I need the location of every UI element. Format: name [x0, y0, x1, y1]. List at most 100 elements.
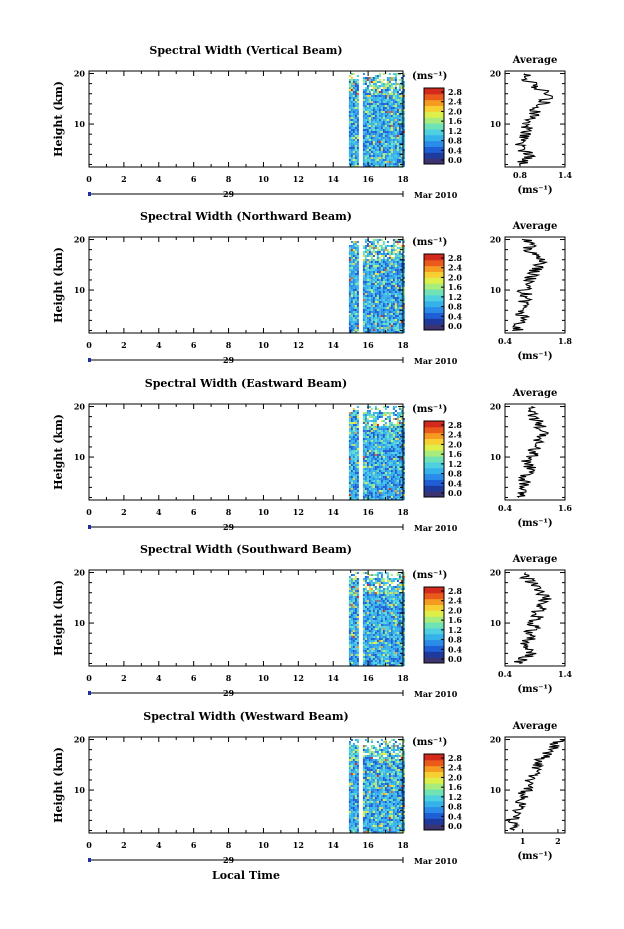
- colorbar-frame: [423, 87, 445, 165]
- x-tick-label: 18: [397, 340, 409, 350]
- x-tick-label: 12: [293, 507, 304, 517]
- y-tick-label: 20: [74, 402, 86, 412]
- heatmap-cells: [348, 239, 405, 333]
- colorbar-cell: [424, 485, 444, 492]
- x-tick-label: 16: [363, 507, 375, 517]
- colorbar-cell: [424, 824, 444, 831]
- y-axis-label: Height (km): [52, 81, 65, 157]
- colorbar-tick-label: 0.4: [448, 311, 462, 321]
- colorbar-cell: [424, 99, 444, 107]
- date-day-label: 29: [223, 522, 235, 532]
- avg-y-tick-label: 20: [490, 69, 502, 79]
- colorbar-cell: [424, 789, 444, 796]
- x-tick-label: 12: [293, 174, 304, 184]
- average-title: Average: [512, 221, 558, 232]
- average-profile-line: [515, 73, 554, 165]
- x-tick-label: 18: [397, 174, 409, 184]
- colorbar-frame: [423, 420, 445, 498]
- x-tick-label: 6: [191, 340, 197, 350]
- x-tick-label: 0: [86, 174, 92, 184]
- colorbar-tick-label: 1.6: [448, 615, 462, 625]
- x-tick-label: 14: [328, 507, 340, 517]
- colorbar-cell: [424, 812, 444, 819]
- panel-4: Spectral Width (Westward Beam)0 2 4 6 8 10 12 1…: [52, 710, 566, 866]
- colorbar-tick-label: 0.0: [448, 821, 462, 831]
- colorbar-tick-label: 1.2: [448, 625, 462, 635]
- colorbar-tick-label: 2.0: [448, 106, 462, 116]
- avg-x-tick-label: 1.6: [558, 503, 572, 513]
- colorbar-tick-label: 2.8: [448, 753, 462, 763]
- colorbar-cell: [424, 265, 444, 273]
- colorbar-cell: [424, 754, 444, 761]
- colorbar-tick-label: 0.0: [448, 321, 462, 331]
- colorbar-tick-label: 0.8: [448, 635, 462, 645]
- colorbar-cell: [424, 93, 444, 101]
- x-tick-label: 14: [328, 340, 340, 350]
- colorbar-cell: [424, 432, 444, 440]
- x-tick-label: 6: [191, 673, 197, 683]
- date-month-label: Mar 2010: [414, 356, 458, 366]
- colorbar-cell: [424, 818, 444, 825]
- x-tick-label: 6: [191, 840, 197, 850]
- average-frame: [504, 70, 566, 168]
- colorbar-cell: [424, 604, 444, 611]
- colorbar-tick-label: 2.0: [448, 772, 462, 782]
- colorbar-cell: [424, 461, 444, 469]
- x-tick-label: 18: [397, 673, 409, 683]
- panel-title: Spectral Width (Northward Beam): [140, 210, 352, 223]
- colorbar-unit: (ms⁻¹): [412, 570, 447, 581]
- heatmap-cells: [348, 73, 405, 167]
- avg-x-axis-label: (ms⁻¹): [517, 351, 552, 362]
- avg-y-tick-label: 20: [490, 402, 502, 412]
- colorbar-tick-label: 0.0: [448, 654, 462, 664]
- avg-y-tick-label: 20: [490, 735, 502, 745]
- x-tick-label: 10: [258, 840, 270, 850]
- colorbar-cell: [424, 444, 444, 451]
- colorbar-tick-label: 0.0: [448, 488, 462, 498]
- x-tick-label: 10: [258, 174, 270, 184]
- colorbar-cell: [424, 645, 444, 652]
- x-tick-label: 2: [121, 507, 127, 517]
- x-tick-label: 8: [226, 174, 232, 184]
- y-tick-label: 10: [74, 285, 86, 295]
- heatmap-cells: [348, 739, 405, 833]
- x-tick-label: 16: [363, 340, 375, 350]
- x-tick-label: 2: [121, 673, 127, 683]
- colorbar-cell: [424, 777, 444, 784]
- colorbar-tick-label: 1.6: [448, 782, 462, 792]
- colorbar-cell: [424, 158, 444, 165]
- average-title: Average: [512, 554, 558, 565]
- colorbar-tick-label: 1.2: [448, 126, 462, 136]
- colorbar-cell: [424, 771, 444, 778]
- x-tick-label: 12: [293, 340, 304, 350]
- average-profile-line: [514, 572, 552, 665]
- colorbar-cell: [424, 610, 444, 617]
- y-axis-label: Height (km): [52, 414, 65, 490]
- colorbar-cell: [424, 277, 444, 284]
- colorbar-tick-label: 0.8: [448, 302, 462, 312]
- colorbar-tick-label: 0.4: [448, 478, 462, 488]
- avg-y-tick-label: 10: [490, 785, 502, 795]
- x-tick-label: 16: [363, 174, 375, 184]
- date-axis-marker: [88, 858, 91, 862]
- colorbar-cell: [424, 467, 444, 475]
- y-axis-label: Height (km): [52, 247, 65, 323]
- colorbar-cell: [424, 473, 444, 480]
- colorbar-tick-label: 2.4: [448, 97, 462, 107]
- colorbar-cell: [424, 479, 444, 486]
- panel-3: Spectral Width (Southward Beam) 0 2 4 6 8 10 12…: [52, 543, 572, 699]
- avg-x-tick-label: 0.4: [498, 503, 512, 513]
- x-tick-label: 14: [328, 840, 340, 850]
- average-title: Average: [512, 55, 558, 66]
- avg-x-axis-label: (ms⁻¹): [517, 518, 552, 529]
- x-tick-label: 4: [156, 840, 162, 850]
- colorbar-tick-label: 1.6: [448, 116, 462, 126]
- x-tick-label: 10: [258, 673, 270, 683]
- panel-title: Spectral Width (Eastward Beam): [145, 377, 347, 390]
- average-profile-line: [512, 238, 549, 332]
- average-profile-line: [505, 738, 565, 831]
- avg-x-axis-label: (ms⁻¹): [517, 684, 552, 695]
- x-tick-label: 12: [293, 673, 304, 683]
- x-axis-label: Local Time: [212, 869, 280, 882]
